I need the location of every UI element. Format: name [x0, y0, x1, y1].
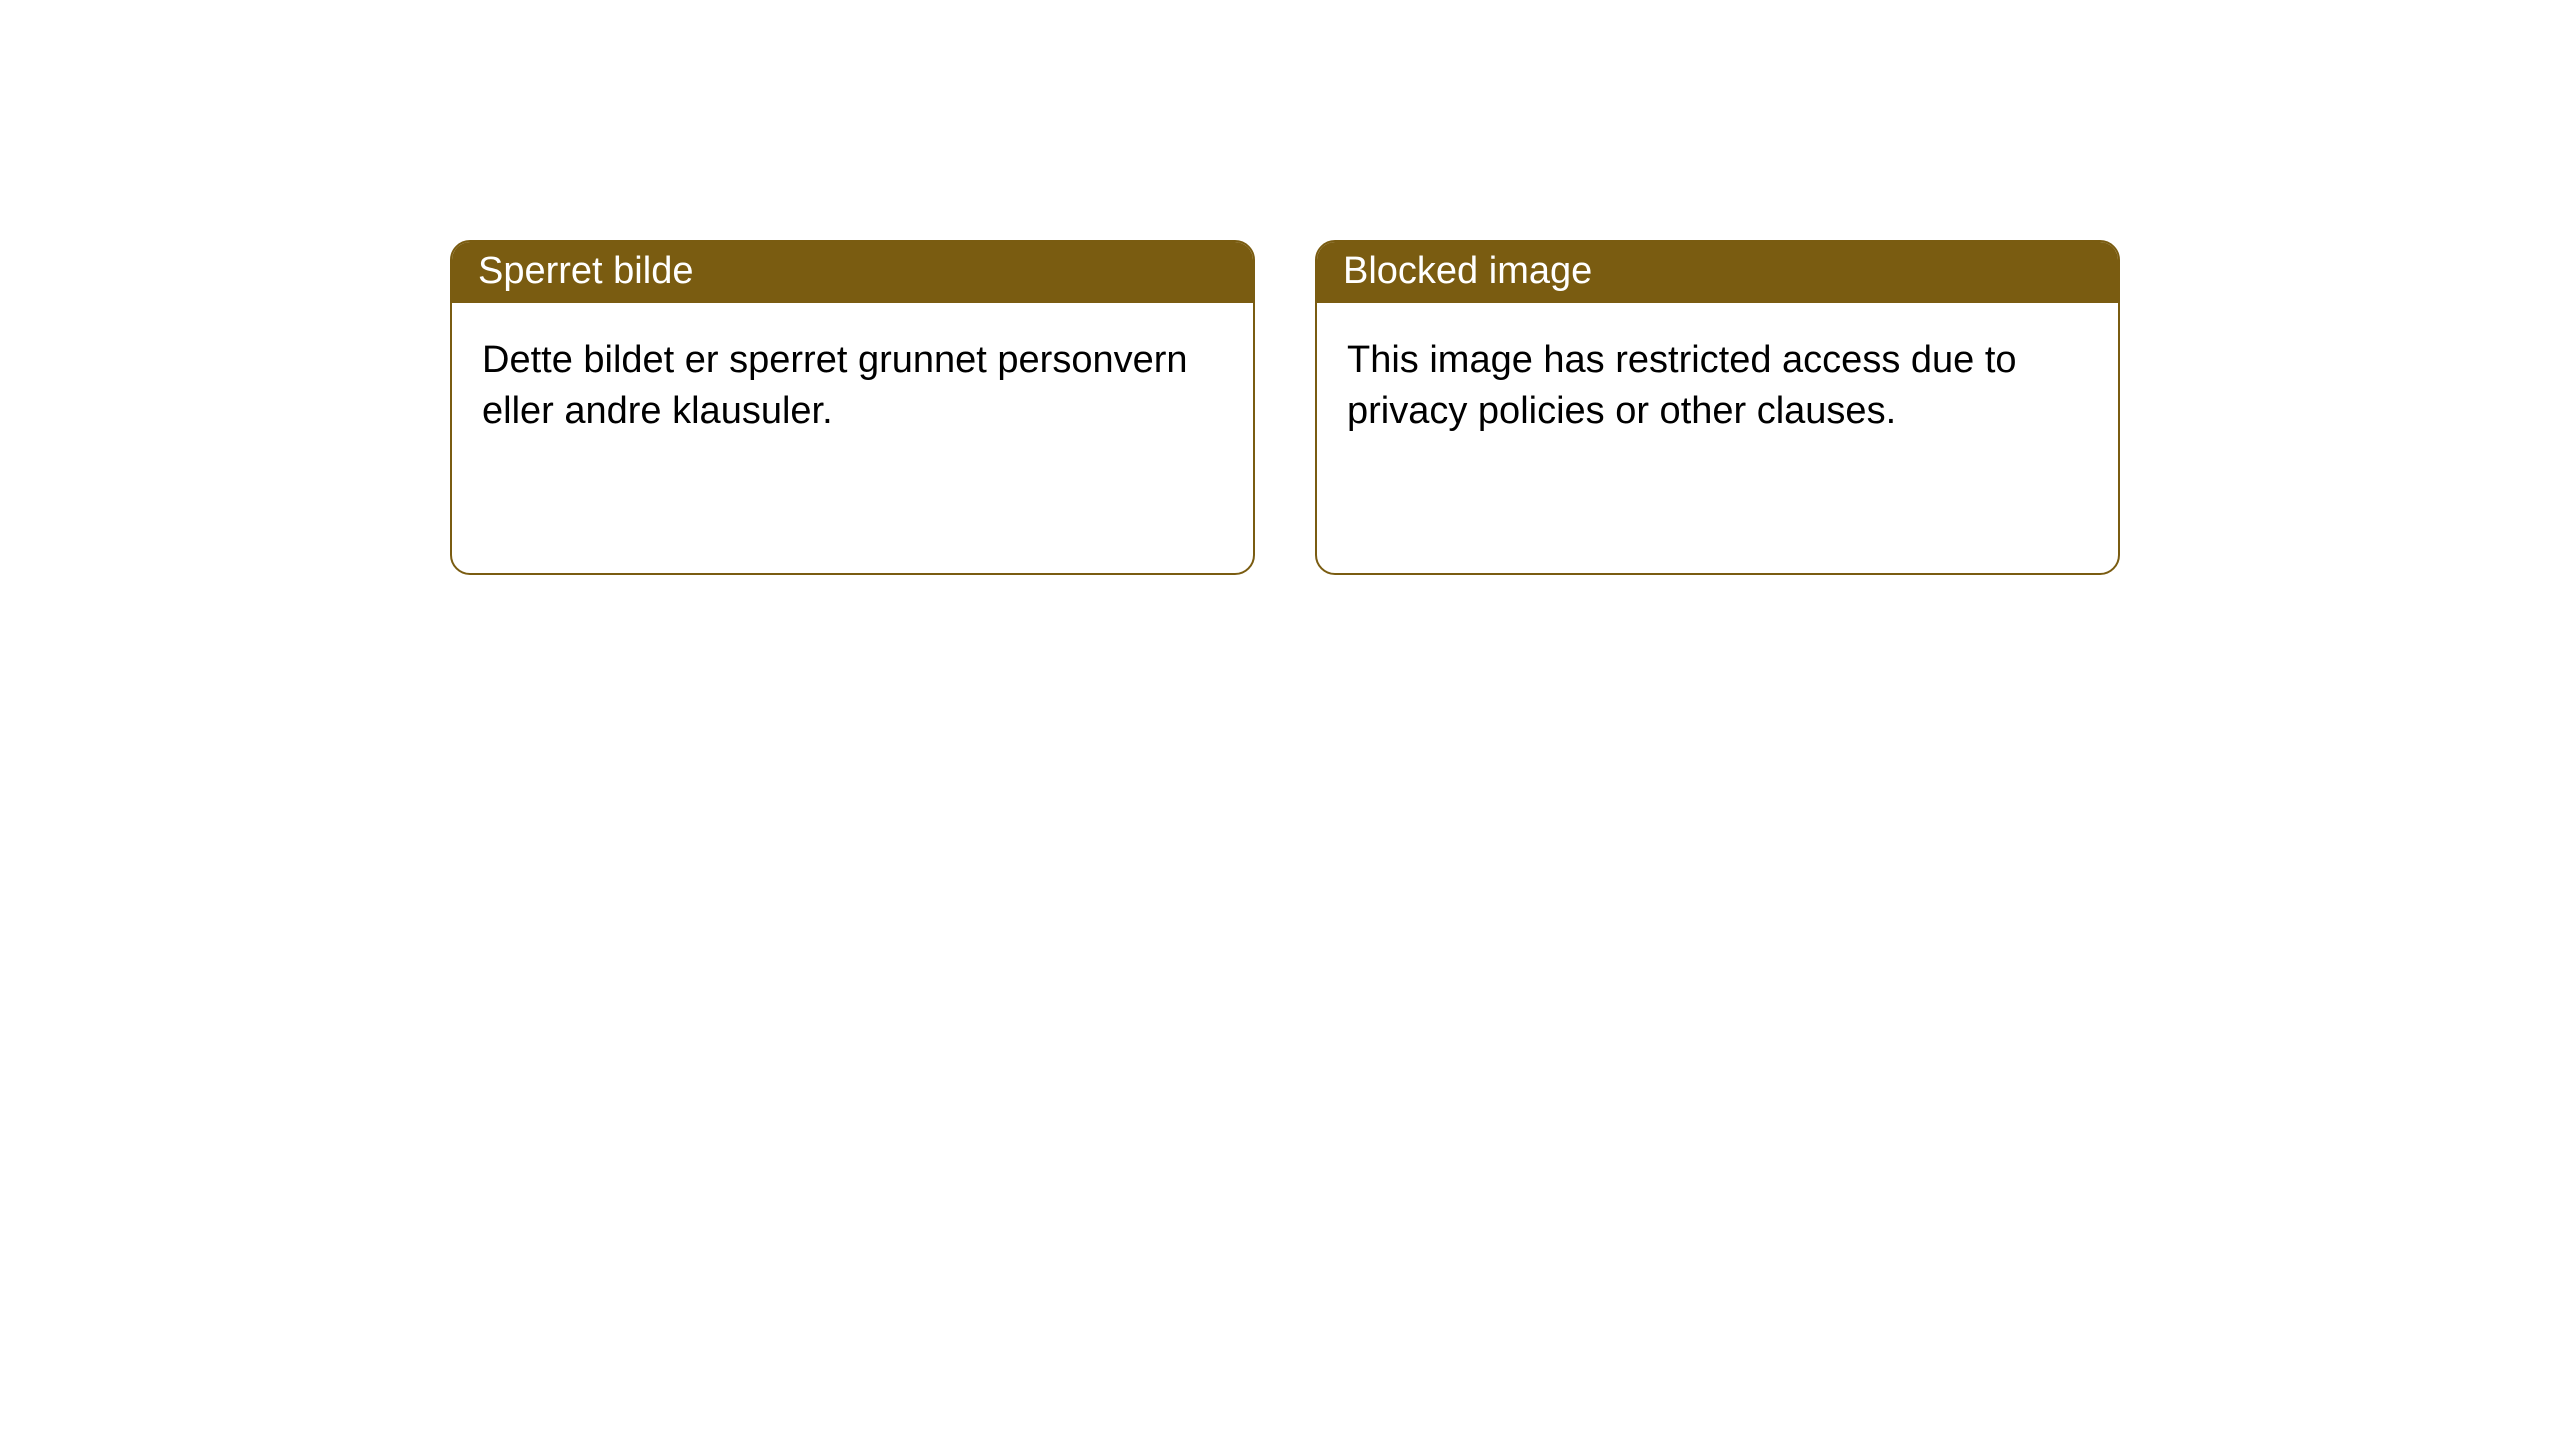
- card-body-text: This image has restricted access due to …: [1347, 339, 2017, 432]
- notice-card-norwegian: Sperret bilde Dette bildet er sperret gr…: [450, 240, 1255, 575]
- card-body: This image has restricted access due to …: [1317, 303, 2118, 470]
- card-header: Blocked image: [1317, 242, 2118, 303]
- card-body: Dette bildet er sperret grunnet personve…: [452, 303, 1253, 470]
- card-body-text: Dette bildet er sperret grunnet personve…: [482, 339, 1188, 432]
- card-title: Blocked image: [1343, 250, 1592, 292]
- card-header: Sperret bilde: [452, 242, 1253, 303]
- notice-container: Sperret bilde Dette bildet er sperret gr…: [0, 0, 2560, 575]
- notice-card-english: Blocked image This image has restricted …: [1315, 240, 2120, 575]
- card-title: Sperret bilde: [478, 250, 693, 292]
